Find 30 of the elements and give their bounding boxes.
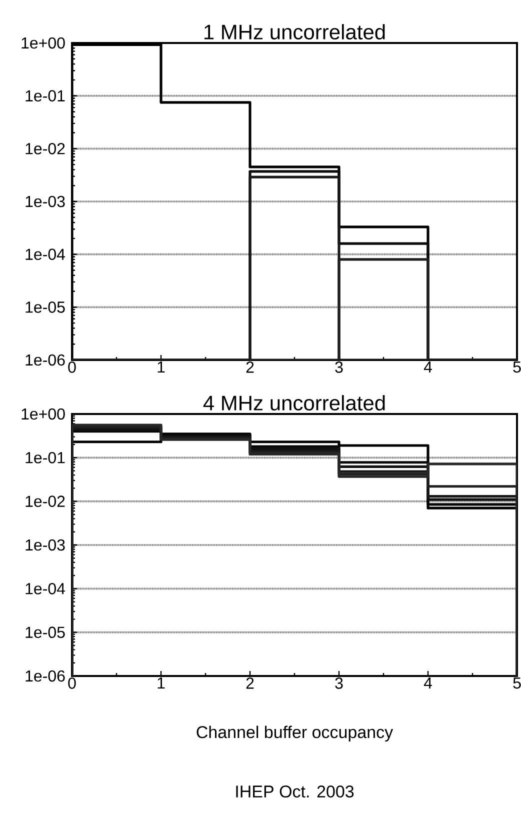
chart-title: 4 MHz uncorrelated: [203, 395, 385, 410]
y-tick-label: 1e-05: [26, 302, 65, 313]
y-tick-label: 1e-05: [26, 626, 65, 638]
y-tick-label: 1e-03: [26, 539, 65, 551]
y-tick-label: 1e-02: [26, 496, 65, 507]
x-tick-label: 1: [158, 678, 165, 689]
x-tick-label: 4: [424, 678, 432, 689]
y-tick-label: 1e-01: [26, 452, 65, 464]
x-tick-label: 5: [513, 678, 521, 689]
text: IHEP Oct. 2003: [236, 786, 354, 798]
x-tick-label: 0: [68, 678, 76, 689]
x-tick-label: 5: [513, 362, 521, 373]
y-tick-label: 1e-06: [26, 670, 65, 682]
x-tick-label: 2: [246, 678, 254, 689]
y-tick-label: 1e-01: [26, 90, 65, 102]
x-tick-label: 4: [424, 362, 432, 373]
x-tick-label: 3: [335, 678, 343, 689]
x-tick-label: 1: [158, 362, 165, 373]
chart-title: 1 MHz uncorrelated: [204, 24, 385, 40]
x-tick-label: 0: [68, 362, 76, 373]
y-tick-label: 1e-03: [26, 196, 65, 208]
y-tick-label: 1e+00: [22, 37, 65, 49]
x-tick-label: 2: [246, 362, 254, 373]
y-tick-label: 1e-04: [26, 583, 66, 594]
y-tick-label: 1e-04: [26, 248, 66, 260]
y-tick-label: 1e-06: [26, 354, 65, 366]
y-tick-label: 1e-02: [26, 143, 65, 154]
x-tick-label: 3: [335, 362, 343, 373]
x-axis-title: Channel buffer occupancy: [196, 726, 394, 742]
y-tick-label: 1e+00: [22, 408, 65, 420]
